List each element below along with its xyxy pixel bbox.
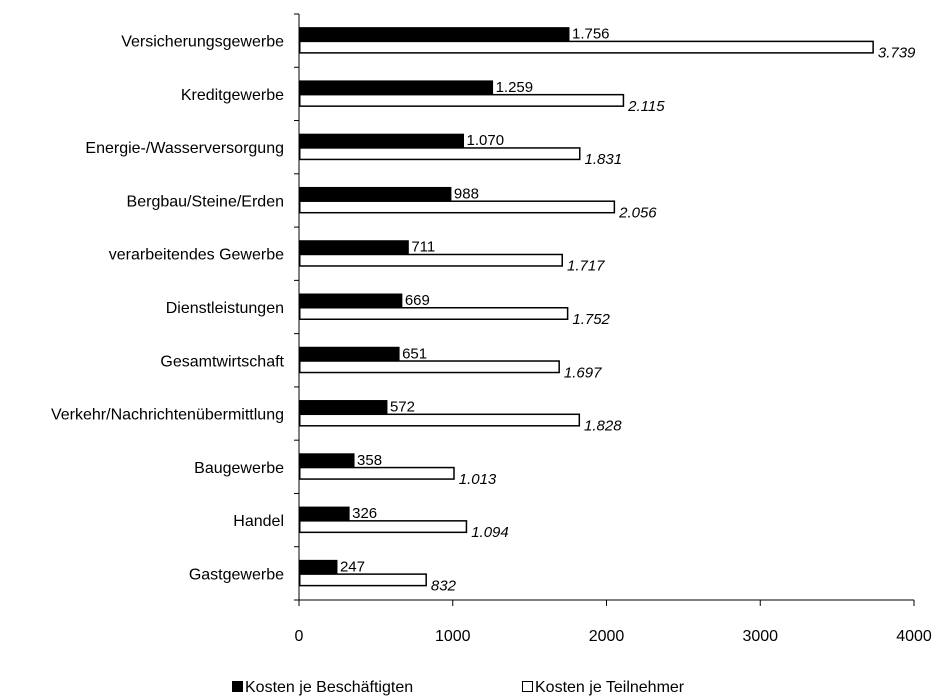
x-tick-label: 2000	[589, 628, 625, 645]
bar-teilnehmer	[299, 40, 874, 54]
category-label: Handel	[233, 513, 284, 530]
x-tick-label: 3000	[742, 628, 778, 645]
value-label-beschaeftigten: 326	[352, 505, 377, 522]
legend-swatch-black	[232, 681, 243, 692]
value-label-teilnehmer: 1.094	[471, 524, 509, 541]
category-label: Bergbau/Steine/Erden	[127, 193, 284, 210]
x-tick-labels: 0 1000 2000 3000 4000	[295, 628, 932, 645]
bar-beschaeftigten	[298, 80, 494, 95]
category-label: verarbeitendes Gewerbe	[109, 247, 284, 264]
bar-chart: Versicherungsgewerbe Kreditgewerbe Energie…	[51, 13, 932, 645]
bar-teilnehmer	[299, 200, 616, 214]
value-label-beschaeftigten: 1.756	[572, 26, 610, 43]
value-label-beschaeftigten: 1.259	[496, 79, 534, 96]
category-label: Energie-/Wasserversorgung	[85, 140, 284, 157]
category-label: Versicherungsgewerbe	[121, 34, 284, 51]
value-label-teilnehmer: 1.831	[585, 151, 623, 168]
bar-teilnehmer	[299, 93, 625, 107]
value-label-beschaeftigten: 711	[411, 239, 435, 256]
value-label-teilnehmer: 2.056	[618, 204, 657, 221]
value-labels: 1.756 3.739 1.259 2.115 1.070 1.831 988 2.056 71…	[340, 26, 916, 595]
legend-swatch-white	[522, 681, 533, 692]
value-label-beschaeftigten: 988	[454, 185, 479, 202]
bar-teilnehmer	[299, 360, 560, 374]
bar-teilnehmer	[299, 307, 569, 320]
bar-beschaeftigten	[298, 186, 452, 201]
bar-beschaeftigten	[298, 133, 465, 148]
x-tick-label: 4000	[896, 628, 932, 645]
category-label: Baugewerbe	[194, 460, 284, 477]
bar-beschaeftigten	[298, 506, 350, 521]
value-label-teilnehmer: 832	[431, 577, 457, 594]
bar-beschaeftigten	[298, 400, 388, 415]
value-label-teilnehmer: 1.013	[459, 471, 497, 488]
bar-teilnehmer	[299, 147, 581, 161]
legend-item-teilnehmer: Kosten je Teilnehmer	[522, 679, 684, 697]
bars	[298, 27, 874, 587]
legend: Kosten je Beschäftigten Kosten je Teilne…	[0, 679, 939, 699]
legend-item-beschaeftigten: Kosten je Beschäftigten	[232, 679, 413, 697]
legend-label: Kosten je Teilnehmer	[535, 679, 685, 696]
bar-beschaeftigten	[298, 293, 403, 308]
bar-teilnehmer	[299, 466, 455, 480]
x-tick-label: 1000	[435, 628, 471, 645]
bar-teilnehmer	[299, 413, 581, 427]
value-label-teilnehmer: 1.717	[567, 258, 605, 275]
value-label-beschaeftigten: 572	[390, 399, 415, 416]
bar-beschaeftigten	[298, 346, 400, 361]
x-tick-label: 0	[295, 628, 304, 645]
bar-beschaeftigten	[298, 240, 409, 255]
value-label-teilnehmer: 1.697	[564, 364, 602, 381]
bar-beschaeftigten	[298, 453, 355, 468]
bar-beschaeftigten	[298, 559, 338, 574]
bar-teilnehmer	[299, 573, 427, 587]
value-label-beschaeftigten: 669	[405, 292, 430, 309]
value-label-beschaeftigten: 651	[402, 345, 427, 362]
value-label-teilnehmer: 2.115	[627, 98, 665, 115]
value-label-beschaeftigten: 358	[357, 452, 382, 469]
bar-beschaeftigten	[298, 27, 570, 42]
category-label: Verkehr/Nachrichtenübermittlung	[51, 407, 284, 424]
value-label-teilnehmer: 1.828	[584, 418, 622, 435]
value-label-beschaeftigten: 1.070	[467, 132, 505, 149]
value-label-teilnehmer: 3.739	[878, 45, 916, 62]
value-label-beschaeftigten: 247	[340, 558, 365, 575]
category-label: Gesamtwirtschaft	[160, 353, 284, 370]
legend-label: Kosten je Beschäftigten	[245, 679, 414, 696]
category-label: Dienstleistungen	[166, 300, 284, 317]
value-label-teilnehmer: 1.752	[572, 311, 610, 328]
category-label: Gastgewerbe	[189, 566, 284, 583]
category-labels: Versicherungsgewerbe Kreditgewerbe Energie…	[51, 34, 285, 584]
bar-teilnehmer	[299, 253, 563, 267]
category-label: Kreditgewerbe	[181, 87, 284, 104]
bar-teilnehmer	[299, 520, 468, 534]
